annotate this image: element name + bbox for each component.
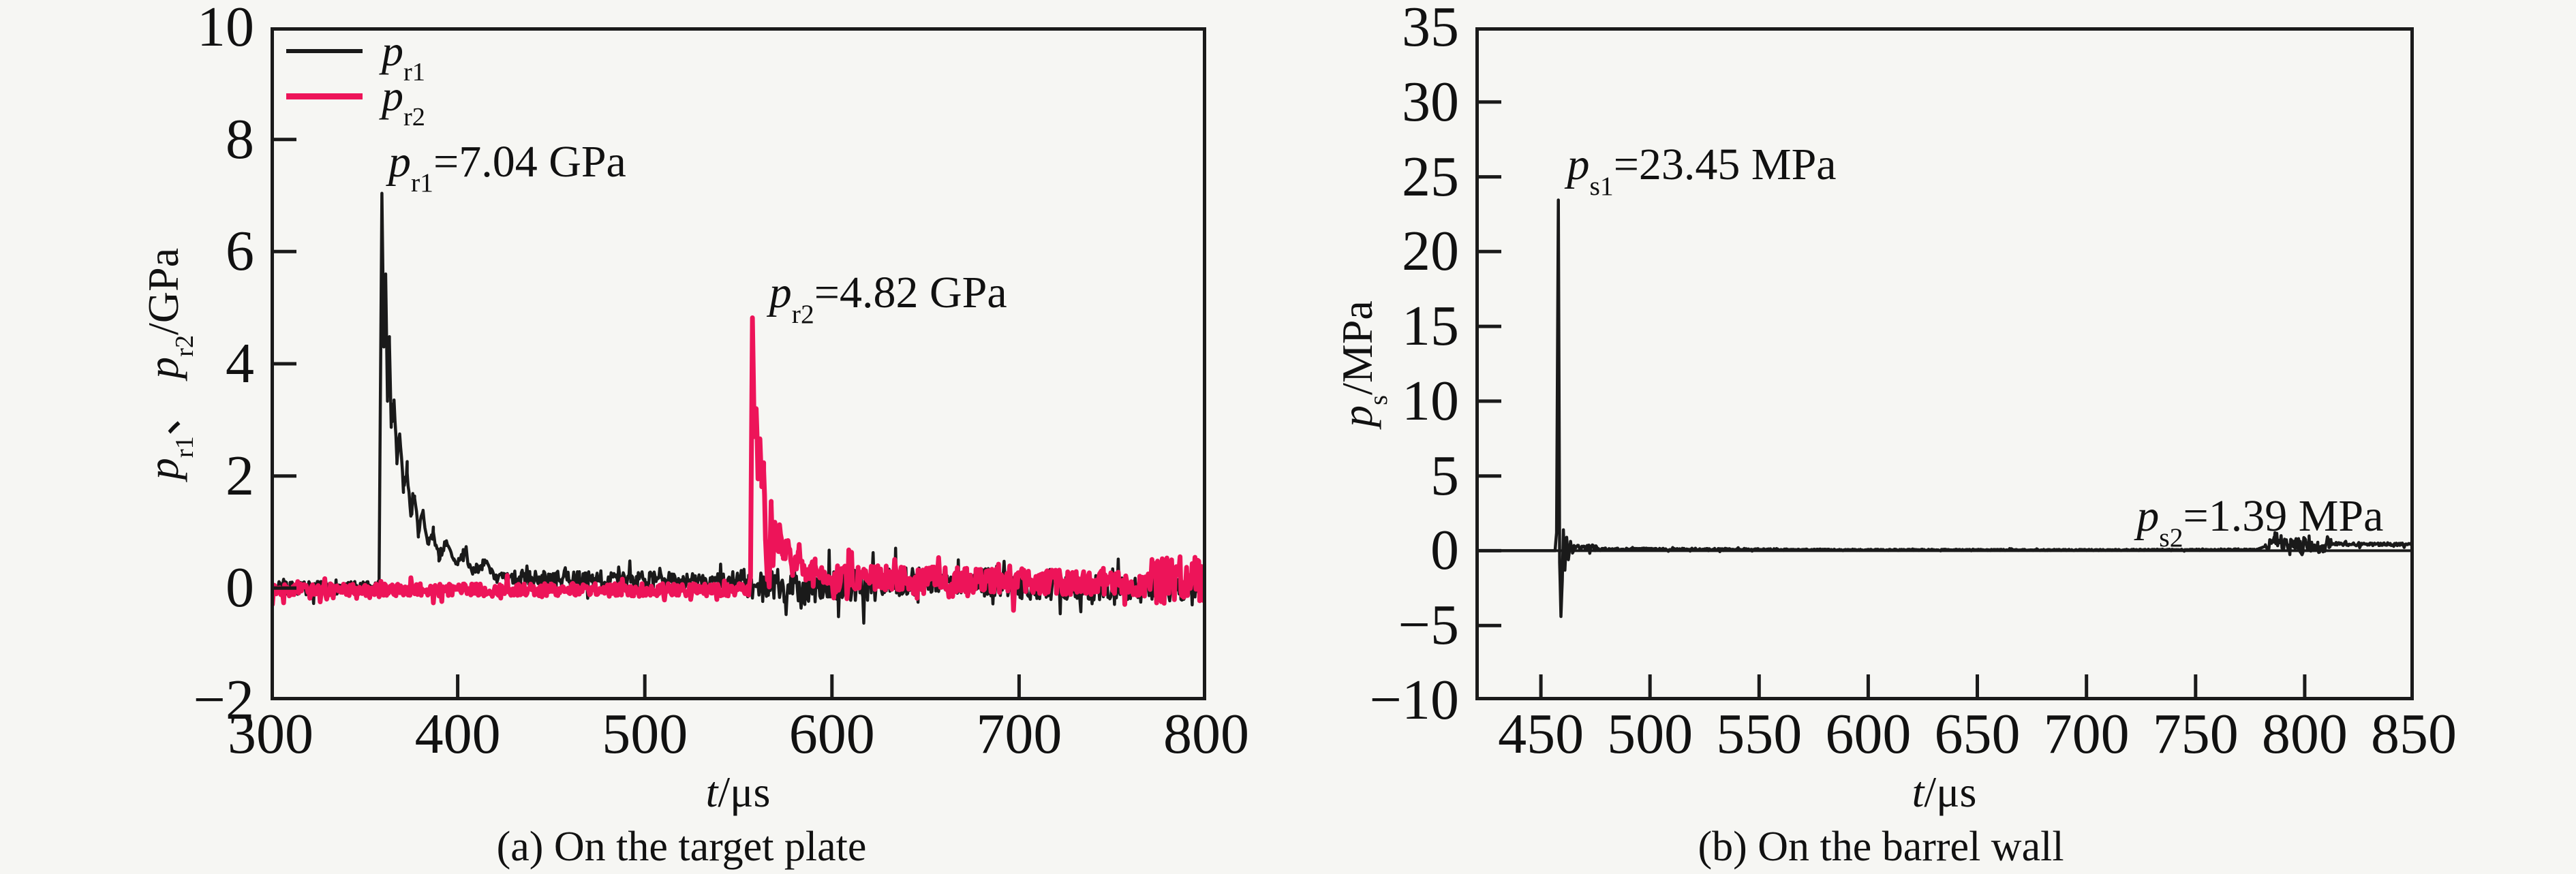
x-tick-label: 300 xyxy=(228,702,313,766)
y-tick-label: 35 xyxy=(1402,0,1459,59)
x-tick-label: 650 xyxy=(1934,702,2021,766)
y-tick-label: −10 xyxy=(1369,668,1459,732)
panel-b-x-axis-title: t/μs xyxy=(1912,768,1977,816)
y-tick-label: −2 xyxy=(193,668,254,732)
y-tick-label: 15 xyxy=(1402,294,1459,358)
y-tick-label: 20 xyxy=(1402,219,1459,283)
y-tick-label: 6 xyxy=(226,219,254,283)
y-tick-label: 5 xyxy=(1430,443,1459,508)
plot-frame xyxy=(271,27,1206,700)
series-ps-line xyxy=(1475,198,2414,619)
y-tick-label: 8 xyxy=(226,107,254,171)
x-tick-label: 700 xyxy=(976,702,1062,766)
legend-line-pr2 xyxy=(286,93,363,99)
x-tick-label: 600 xyxy=(788,702,875,766)
annotation-pr1-peak: pr1=7.04 GPa xyxy=(388,136,626,198)
tick-marks xyxy=(271,27,1206,700)
y-tick-label: 0 xyxy=(226,556,254,620)
x-tick-label: 550 xyxy=(1716,702,1803,766)
x-tick-label: 600 xyxy=(1825,702,1912,766)
y-tick-label: 4 xyxy=(226,332,254,395)
annotation-pr2-peak: pr2=4.82 GPa xyxy=(769,268,1007,330)
panel-a-plot xyxy=(271,27,1206,700)
y-tick-label: 30 xyxy=(1402,69,1459,134)
x-tick-label: 450 xyxy=(1498,702,1584,766)
panel-a-x-axis-title: t/μs xyxy=(705,768,771,816)
panel-b-caption: (b) On the barrel wall xyxy=(1698,824,2064,870)
series-pr1-line xyxy=(271,191,1206,625)
y-tick-label: 25 xyxy=(1402,144,1459,208)
x-tick-label: 800 xyxy=(1163,702,1249,766)
y-tick-label: 10 xyxy=(1402,369,1459,433)
legend-item-pr2: pr2 xyxy=(286,72,425,132)
panel-a-canvas xyxy=(271,27,1206,700)
legend-label-pr1: pr1 xyxy=(382,27,425,87)
x-tick-label: 400 xyxy=(414,702,501,766)
annotation-ps1-peak: ps1=23.45 MPa xyxy=(1567,139,1837,201)
legend-label-pr2: pr2 xyxy=(382,72,425,132)
y-tick-label: 2 xyxy=(226,443,254,508)
x-tick-label: 750 xyxy=(2152,702,2239,766)
panel-a-caption: (a) On the target plate xyxy=(496,824,867,870)
panel-b-y-axis-title: ps/MPa xyxy=(1333,300,1394,427)
annotation-ps2-level: ps2=1.39 MPa xyxy=(2136,490,2384,552)
legend-item-pr1: pr1 xyxy=(286,27,425,87)
panel-a-legend: pr1 pr2 xyxy=(286,27,425,132)
panel-b-canvas xyxy=(1475,27,2414,700)
series-pr2-line xyxy=(271,315,1206,613)
panel-a-y-axis-title: pr1、 pr2/GPa xyxy=(138,247,200,480)
plot-frame xyxy=(1475,27,2414,700)
x-tick-label: 500 xyxy=(602,702,688,766)
x-tick-label: 800 xyxy=(2261,702,2348,766)
x-tick-label: 500 xyxy=(1607,702,1693,766)
x-tick-label: 850 xyxy=(2371,702,2457,766)
y-tick-label: 10 xyxy=(197,0,254,59)
legend-line-pr1 xyxy=(286,49,363,53)
tick-marks xyxy=(1475,27,2414,700)
y-tick-label: −5 xyxy=(1398,593,1459,657)
y-tick-label: 0 xyxy=(1430,518,1459,582)
panel-b-plot xyxy=(1475,27,2414,700)
x-tick-label: 700 xyxy=(2043,702,2130,766)
